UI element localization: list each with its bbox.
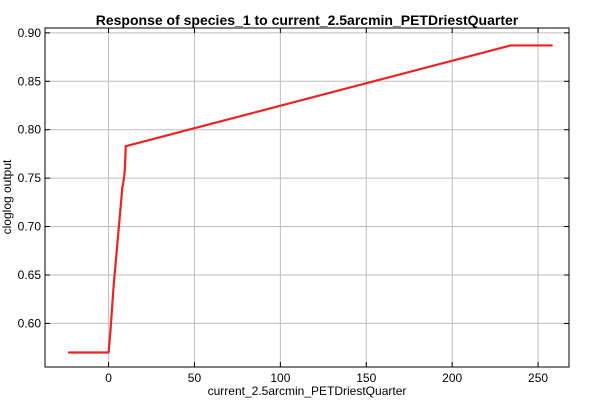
x-tick-label-3: 150	[356, 371, 376, 385]
series-layer	[67, 44, 553, 354]
x-tick-label-1: 50	[188, 371, 202, 385]
x-tick-label-5: 250	[528, 371, 548, 385]
chart-title: Response of species_1 to current_2.5arcm…	[96, 12, 519, 28]
x-tick-label-2: 100	[270, 371, 290, 385]
x-tick-label-0: 0	[105, 371, 112, 385]
y-tick-label-4: 0.80	[18, 123, 42, 137]
y-tick-label-2: 0.70	[18, 220, 42, 234]
series-line-0	[67, 44, 553, 354]
y-axis-label: cloglog output	[0, 159, 14, 234]
grid	[45, 28, 569, 367]
x-axis-label: current_2.5arcmin_PETDriestQuarter	[208, 384, 407, 398]
axis-ticks: 0 50 100 150 200 250 0.60 0.65 0.70 0.75 0.80 0.85 0…	[18, 26, 569, 385]
y-tick-label-3: 0.75	[18, 171, 42, 185]
x-tick-label-4: 200	[442, 371, 462, 385]
y-tick-label-6: 0.90	[18, 26, 42, 40]
y-tick-label-5: 0.85	[18, 74, 42, 88]
y-tick-label-1: 0.65	[18, 268, 42, 282]
y-tick-label-0: 0.60	[18, 316, 42, 330]
plot-area-frame	[44, 27, 570, 368]
